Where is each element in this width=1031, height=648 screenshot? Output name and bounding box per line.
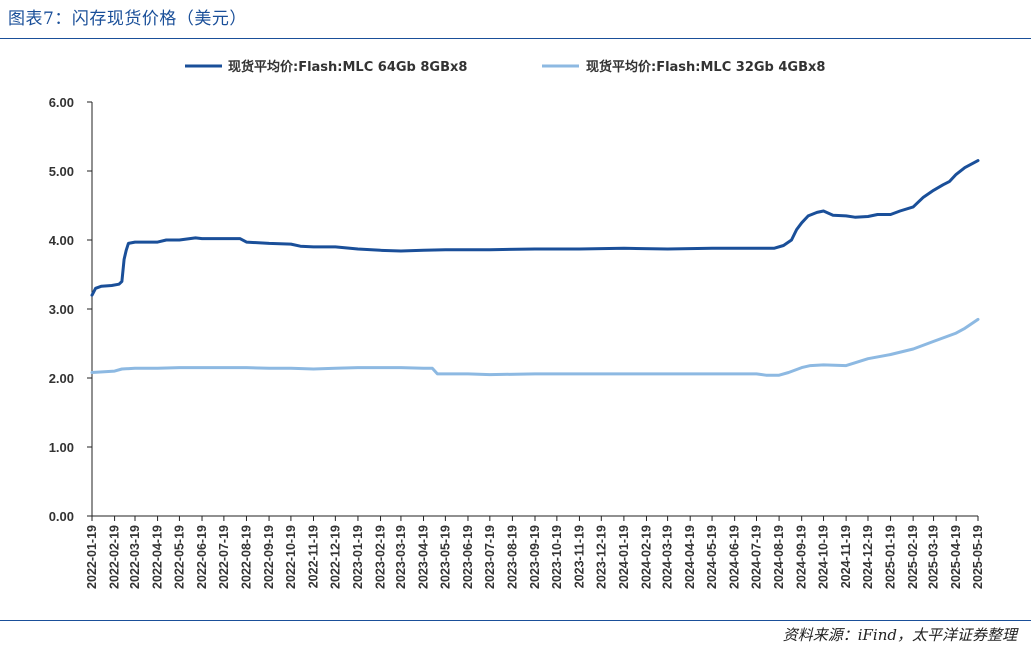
figure-title: 图表7：闪存现货价格（美元） <box>8 9 247 29</box>
legend: 现货平均价:Flash:MLC 64Gb 8GBx8 现货平均价:Flash:M… <box>185 59 825 75</box>
x-tick-label: 2024-10-19 <box>817 525 831 589</box>
x-tick-label: 2022-09-19 <box>262 525 276 589</box>
x-tick-label: 2025-01-19 <box>884 525 898 589</box>
x-tick-label: 2022-06-19 <box>195 525 209 589</box>
y-tick-label: 6.00 <box>49 95 74 110</box>
y-tick-label: 5.00 <box>49 164 74 179</box>
x-tick-label: 2023-11-19 <box>572 525 586 588</box>
x-tick-label: 2023-10-19 <box>550 525 564 589</box>
x-tick-label: 2023-12-19 <box>594 525 608 589</box>
x-tick-label: 2023-08-19 <box>505 525 519 589</box>
y-tick-label: 4.00 <box>49 233 74 248</box>
x-tick-label: 2022-03-19 <box>128 525 142 589</box>
y-axis: 0.00 1.00 2.00 3.00 4.00 5.00 6.00 <box>49 95 93 524</box>
x-tick-label: 2024-07-19 <box>750 525 764 589</box>
x-tick-label: 2023-01-19 <box>351 525 365 589</box>
line-chart: 现货平均价:Flash:MLC 64Gb 8GBx8 现货平均价:Flash:M… <box>49 59 985 589</box>
x-tick-label: 2022-12-19 <box>328 525 342 589</box>
bottom-rule <box>0 620 1031 621</box>
y-tick-label: 2.00 <box>49 371 74 386</box>
x-tick-label: 2025-03-19 <box>927 525 941 589</box>
x-tick-label: 2025-05-19 <box>971 525 985 589</box>
x-tick-label: 2024-05-19 <box>705 525 719 589</box>
source-note: 资料来源：iFind，太平洋证券整理 <box>782 626 1017 644</box>
x-tick-label: 2023-06-19 <box>461 525 475 589</box>
y-tick-label: 0.00 <box>49 509 74 524</box>
x-tick-label: 2023-04-19 <box>417 525 431 589</box>
series-line-2 <box>90 317 980 377</box>
x-tick-label: 2024-04-19 <box>683 525 697 589</box>
x-tick-label: 2025-02-19 <box>906 525 920 589</box>
x-tick-label: 2024-02-19 <box>639 525 653 589</box>
x-tick-label: 2024-06-19 <box>728 525 742 589</box>
series-line-1 <box>90 159 980 297</box>
plot-lines <box>90 159 980 377</box>
x-tick-label: 2024-03-19 <box>661 525 675 589</box>
legend-label-series-1: 现货平均价:Flash:MLC 64Gb 8GBx8 <box>228 59 467 75</box>
y-tick-label: 1.00 <box>49 440 74 455</box>
x-tick-label: 2022-11-19 <box>307 525 321 588</box>
x-tick-label: 2022-01-19 <box>85 525 99 589</box>
x-tick-label: 2022-05-19 <box>172 525 186 589</box>
x-tick-label: 2023-07-19 <box>483 525 497 589</box>
x-tick-label: 2024-11-19 <box>839 525 853 588</box>
x-tick-label: 2022-02-19 <box>108 525 122 589</box>
x-tick-label: 2024-12-19 <box>861 525 875 589</box>
x-tick-label: 2022-07-19 <box>217 525 231 589</box>
x-tick-label: 2024-09-19 <box>795 525 809 589</box>
legend-label-series-2: 现货平均价:Flash:MLC 32Gb 4GBx8 <box>586 59 825 75</box>
x-tick-label: 2022-04-19 <box>151 525 165 589</box>
x-tick-label: 2023-09-19 <box>528 525 542 589</box>
x-tick-label: 2022-08-19 <box>239 525 253 589</box>
x-axis: 2022-01-19 2022-02-19 2022-03-19 2022-04-19… <box>85 515 985 589</box>
x-tick-label: 2022-10-19 <box>284 525 298 589</box>
top-rule <box>0 38 1031 39</box>
x-tick-label: 2024-01-19 <box>617 525 631 589</box>
x-tick-label: 2023-05-19 <box>438 525 452 589</box>
y-tick-label: 3.00 <box>49 302 74 317</box>
x-tick-label: 2023-03-19 <box>394 525 408 589</box>
x-tick-label: 2024-08-19 <box>772 525 786 589</box>
x-tick-label: 2025-04-19 <box>949 525 963 589</box>
x-tick-label: 2023-02-19 <box>374 525 388 589</box>
